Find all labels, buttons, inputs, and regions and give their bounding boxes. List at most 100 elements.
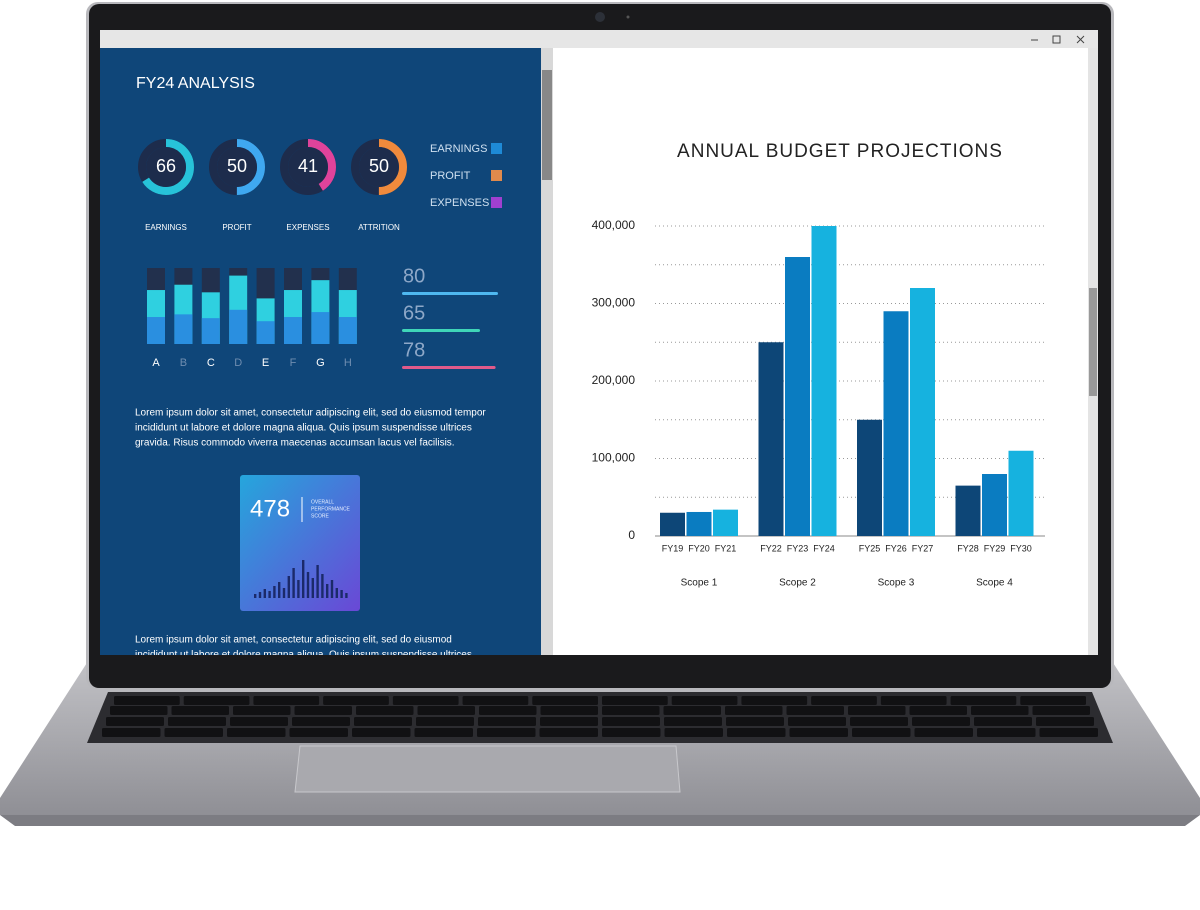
x-tick-label: FY29 [984,543,1006,553]
key [852,728,911,737]
bar [758,342,784,536]
key [479,706,537,715]
key [974,717,1032,726]
dashboard-content: 66 EARNINGS 50 PROFIT 41 EXPENSES 50 ATTRITION E… [135,139,502,655]
key [114,696,180,705]
spark-bar [321,574,324,598]
key [602,696,668,705]
spark-bar [287,576,290,598]
spark-bar [297,580,300,598]
key [478,717,536,726]
key [253,696,320,705]
x-tick-label: FY23 [787,543,809,553]
key [811,696,877,705]
spark-bar [311,578,314,598]
key [602,728,661,737]
donut-center [217,147,257,187]
key [663,706,721,715]
bar [883,311,909,536]
group-label: Scope 4 [976,578,1013,589]
camera [595,12,605,22]
donut-arc [351,139,407,195]
donut-arc [209,139,265,195]
keys [102,696,1098,737]
chart-title: ANNUAL BUDGET PROJECTIONS [677,141,1003,162]
progress-value: 65 [403,302,425,324]
legend-label: EARNINGS [430,143,487,155]
score-label: SCORE [311,513,329,519]
x-tick-label: FY21 [715,543,737,553]
key [727,728,786,737]
key [292,717,350,726]
key [1039,728,1098,737]
key [914,728,973,737]
mini-bar-shade [256,321,275,344]
donut-value: 50 [227,156,247,176]
key [102,728,161,737]
y-tick-label: 100,000 [592,451,636,465]
bar [982,474,1007,536]
spark-bar [282,588,286,598]
x-tick-label: FY26 [885,543,907,553]
paragraph-line: Lorem ipsum dolor sit amet, consectetur … [135,408,486,419]
mini-bar-shade [284,317,302,344]
score-value: 478 [250,495,290,522]
scrollbar-thumb[interactable] [542,70,552,180]
legend-label: PROFIT [430,170,471,182]
spark-bar [263,589,266,598]
donut-label: PROFIT [222,223,251,232]
bar-chart: 0 100,000 200,000 300,000 400,000 FY19 FY20 FY2… [592,218,1045,589]
key [171,706,229,715]
key [294,706,352,715]
spark-bar [268,591,271,598]
mini-bar-shade [174,314,193,344]
bar [1008,450,1034,536]
spark-bar [306,572,310,598]
close-button[interactable] [1076,35,1085,44]
x-tick-label: FY30 [1010,543,1032,553]
mini-category: C [207,357,215,369]
scrollbar [541,48,553,655]
key [786,706,844,715]
spark-bar [302,560,305,598]
maximize-button[interactable] [1052,35,1061,44]
donut-label: EXPENSES [286,223,329,232]
donut-arc [280,139,336,195]
mini-category: D [234,357,242,369]
mini-category: A [152,357,160,369]
key [602,706,660,715]
bar [713,509,738,536]
x-tick-label: FY24 [813,543,835,553]
title-bar [100,30,1098,48]
key [850,717,908,726]
donut-value: 66 [156,156,176,176]
spark-bar [330,580,334,598]
progress-value: 80 [403,265,425,287]
key [725,706,783,715]
scrollbar-thumb[interactable] [1089,288,1097,396]
y-tick-label: 400,000 [592,218,636,232]
key [848,706,906,715]
progress-bar [402,292,498,295]
bar [785,257,810,536]
bar [910,288,935,536]
key [788,717,846,726]
key [664,717,722,726]
y-tick-label: 200,000 [592,373,636,387]
x-tick-label: FY22 [760,543,782,553]
touchpad [294,745,681,793]
key [912,717,970,726]
key [971,706,1029,715]
spark-bar [326,584,329,598]
key [532,696,598,705]
bar [660,512,685,536]
key [233,706,291,715]
legend-swatch [491,197,502,208]
key [289,728,348,737]
mini-category: F [290,357,297,369]
y-tick-label: 0 [628,528,635,542]
score-sparkline [254,560,348,598]
key [183,696,250,705]
